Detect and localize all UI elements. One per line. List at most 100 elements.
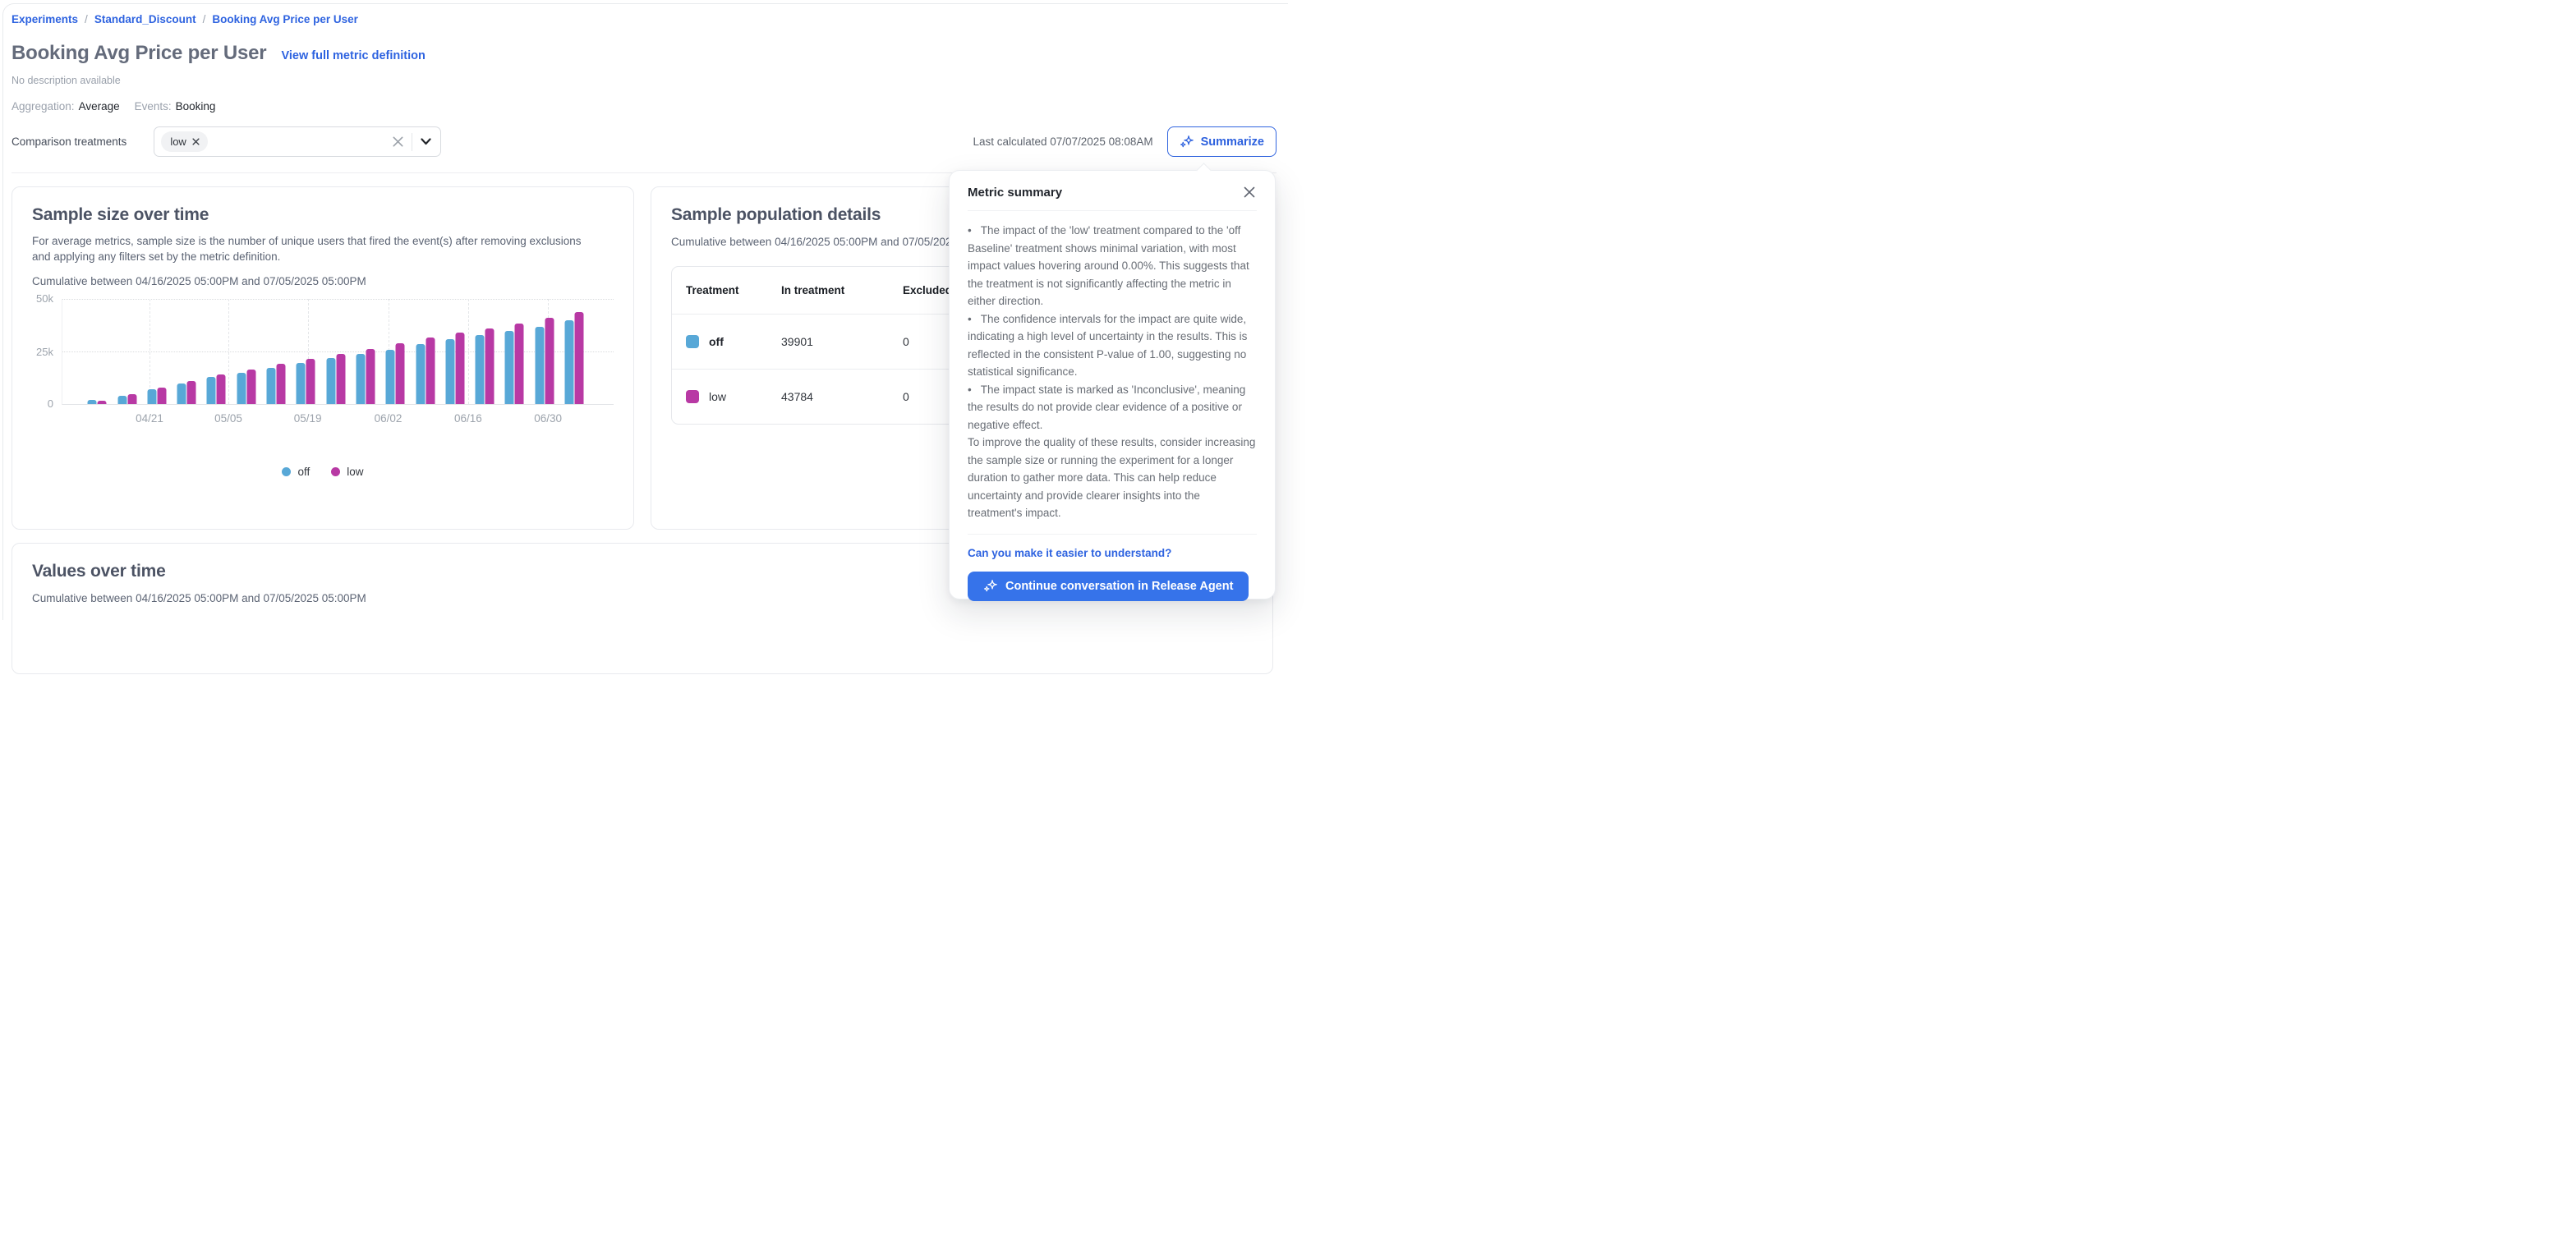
breadcrumb-link-metric[interactable]: Booking Avg Price per User — [212, 13, 358, 25]
values-over-time-title: Values over time — [32, 562, 166, 581]
treatment-tag-low[interactable]: low — [161, 131, 208, 152]
bar-group — [326, 299, 346, 404]
sparkles-icon — [1180, 135, 1194, 149]
bar-group — [385, 299, 405, 404]
y-tick-label: 25k — [36, 346, 53, 358]
popover-divider — [968, 210, 1257, 211]
bar-off — [385, 349, 395, 404]
x-tick-label: 06/16 — [453, 412, 482, 425]
last-calculated-text: Last calculated 07/07/2025 08:08AM — [973, 135, 1153, 148]
treatment-name-low: low — [709, 390, 727, 403]
y-tick-label: 0 — [47, 397, 53, 410]
bar-low — [336, 353, 346, 404]
breadcrumb: Experiments / Standard_Discount / Bookin… — [12, 13, 1276, 25]
bar-low — [306, 358, 315, 404]
bar-low — [216, 374, 226, 404]
column-treatment: Treatment — [672, 267, 781, 315]
continue-conversation-label: Continue conversation in Release Agent — [1005, 579, 1234, 593]
bar-group — [504, 299, 524, 404]
select-controls — [393, 132, 431, 151]
bar-low — [246, 370, 256, 404]
bar-group — [87, 299, 107, 404]
view-metric-definition-link[interactable]: View full metric definition — [281, 49, 426, 62]
in-treatment-off: 39901 — [781, 315, 903, 370]
treatment-swatch-low — [686, 390, 699, 403]
bar-group — [296, 299, 315, 404]
popover-header: Metric summary — [950, 171, 1275, 210]
aggregation-label: Aggregation: — [12, 100, 75, 113]
clear-all-icon[interactable] — [393, 136, 403, 147]
bar-group — [266, 299, 286, 404]
popover-title: Metric summary — [968, 185, 1063, 200]
bar-low — [127, 394, 137, 404]
legend-dot-off — [282, 467, 292, 476]
bar-group — [147, 299, 167, 404]
section-divider — [12, 172, 1276, 173]
bar-off — [356, 353, 366, 404]
comparison-treatments-label: Comparison treatments — [12, 135, 127, 148]
toolbar: Last calculated 07/07/2025 08:08AM Summa… — [973, 126, 1276, 157]
bar-group — [117, 299, 137, 404]
x-tick-label: 06/30 — [534, 412, 563, 425]
tag-remove-icon[interactable] — [192, 138, 200, 145]
bar-low — [157, 387, 167, 404]
x-gridline — [467, 299, 469, 404]
excluded-low: 0 — [903, 390, 909, 403]
gridline-50k — [62, 299, 614, 300]
bar-off — [445, 338, 455, 404]
bar-group — [416, 299, 435, 404]
breadcrumb-separator: / — [85, 13, 88, 25]
aggregation-field: Aggregation: Average — [12, 100, 120, 113]
legend-label-low: low — [347, 466, 364, 478]
summary-bullet: • The confidence intervals for the impac… — [968, 312, 1248, 379]
bar-low — [485, 328, 494, 404]
breadcrumb-separator: / — [202, 13, 206, 25]
sample-population-title: Sample population details — [671, 205, 881, 224]
events-value: Booking — [175, 100, 216, 113]
bar-off — [206, 376, 216, 404]
bar-off — [416, 343, 426, 404]
bar-low — [455, 332, 465, 404]
bar-group — [206, 299, 226, 404]
column-in-treatment: In treatment — [781, 267, 903, 315]
bar-group — [475, 299, 494, 404]
sample-size-chart: 50k 25k 0 04/21 05/05 05/19 06/02 06/16 06/30 — [32, 292, 614, 460]
metric-description: No description available — [12, 75, 121, 86]
in-treatment-low: 43784 — [781, 390, 813, 403]
bar-off — [147, 388, 157, 404]
bar-off — [237, 372, 246, 404]
sparkles-icon — [983, 579, 997, 593]
metric-summary-popover: Metric summary • The impact of the 'low'… — [949, 170, 1276, 601]
bar-group — [535, 299, 554, 404]
comparison-treatments-select[interactable]: low — [154, 126, 442, 157]
breadcrumb-link-experiment[interactable]: Standard_Discount — [94, 13, 196, 25]
chart-y-axis: 50k 25k 0 — [32, 292, 53, 410]
x-tick-label: 05/19 — [293, 412, 322, 425]
bar-off — [504, 330, 514, 404]
values-over-time-range: Cumulative between 04/16/2025 05:00PM an… — [32, 592, 366, 604]
legend-item-low: low — [331, 466, 364, 478]
gridline-25k — [62, 351, 614, 352]
sample-population-range: Cumulative between 04/16/2025 05:00PM an… — [671, 236, 1005, 248]
followup-question-link[interactable]: Can you make it easier to understand? — [968, 546, 1172, 559]
controls-row: Comparison treatments low Last calculate… — [12, 126, 1276, 157]
bar-low — [514, 323, 524, 404]
events-field: Events: Booking — [135, 100, 216, 113]
bar-off — [296, 362, 306, 404]
legend-item-off: off — [282, 466, 310, 478]
summarize-button[interactable]: Summarize — [1166, 126, 1276, 157]
popover-body: • The impact of the 'low' treatment comp… — [950, 211, 1275, 522]
legend-dot-low — [331, 467, 341, 476]
chevron-down-icon[interactable] — [421, 138, 431, 145]
bar-off — [326, 358, 336, 404]
y-tick-label: 50k — [36, 292, 53, 305]
continue-conversation-button[interactable]: Continue conversation in Release Agent — [968, 571, 1249, 601]
bar-off — [117, 395, 127, 404]
treatment-tag-label: low — [170, 135, 186, 148]
sample-size-description: For average metrics, sample size is the … — [32, 235, 582, 263]
breadcrumb-link-experiments[interactable]: Experiments — [12, 13, 79, 25]
bar-low — [186, 381, 196, 404]
summary-bullet: • The impact of the 'low' treatment comp… — [968, 224, 1249, 307]
close-icon[interactable] — [1242, 185, 1257, 200]
page-title: Booking Avg Price per User — [12, 42, 267, 64]
